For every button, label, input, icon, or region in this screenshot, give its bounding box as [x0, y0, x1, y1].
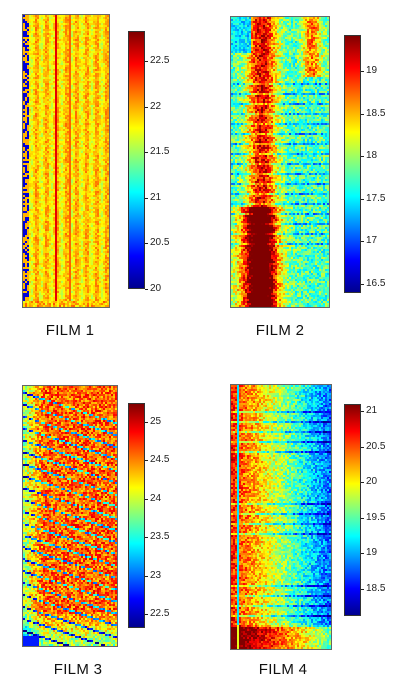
colorbar-tick-mark [145, 106, 148, 108]
film-1-caption: FILM 1 [30, 322, 110, 339]
colorbar-tick-label: 16.5 [366, 279, 385, 289]
film-1-heatmap [22, 14, 110, 308]
colorbar-tick-mark [361, 589, 364, 590]
colorbar-tick-label: 19 [366, 548, 377, 558]
colorbar-tick-mark [145, 243, 148, 244]
colorbar-tick-label: 21 [150, 192, 161, 203]
colorbar-tick-mark [361, 71, 364, 72]
colorbar-tick-mark [145, 152, 148, 153]
colorbar-tick-label: 18.5 [366, 584, 385, 594]
film-3-caption: FILM 3 [38, 661, 118, 678]
colorbar-tick-mark [361, 553, 364, 555]
colorbar-tick-label: 25 [150, 417, 161, 427]
film-3-colorbar [128, 403, 145, 628]
film-4-heatmap [230, 384, 332, 650]
colorbar-tick-mark [145, 422, 148, 423]
colorbar-tick-mark [145, 575, 148, 577]
film-2-colorbar [344, 35, 361, 293]
colorbar-tick-mark [145, 537, 148, 539]
colorbar-tick-mark [361, 113, 364, 115]
colorbar-tick-mark [145, 498, 148, 500]
film-4-caption: FILM 4 [243, 661, 323, 678]
colorbar-tick-label: 23 [150, 570, 161, 581]
colorbar-tick-label: 21 [366, 406, 377, 416]
colorbar-tick-mark [361, 241, 364, 243]
colorbar-tick-label: 22.5 [150, 56, 169, 66]
film-2-caption: FILM 2 [240, 322, 320, 339]
colorbar-tick-label: 20.5 [150, 238, 169, 248]
colorbar-tick-label: 20.5 [366, 441, 385, 452]
colorbar-tick-mark [361, 517, 364, 519]
colorbar-tick-mark [361, 482, 364, 484]
colorbar-tick-mark [361, 411, 364, 412]
film-2-heatmap [230, 16, 330, 308]
colorbar-tick-label: 18 [366, 151, 377, 161]
film-1-colorbar [128, 31, 145, 289]
colorbar-tick-label: 19.5 [366, 512, 385, 523]
colorbar-tick-mark [361, 198, 364, 200]
colorbar-tick-mark [145, 288, 148, 290]
colorbar-tick-mark [145, 61, 148, 62]
colorbar-tick-label: 19 [366, 66, 377, 76]
colorbar-tick-label: 20 [366, 477, 377, 487]
colorbar-tick-label: 18.5 [366, 108, 385, 119]
film-4-colorbar [344, 404, 361, 616]
colorbar-tick-label: 22 [150, 101, 161, 112]
colorbar-tick-label: 22.5 [150, 609, 169, 619]
colorbar-tick-mark [361, 446, 364, 448]
colorbar-tick-label: 24 [150, 493, 161, 504]
colorbar-tick-label: 21.5 [150, 147, 169, 157]
colorbar-tick-mark [145, 460, 148, 462]
colorbar-tick-label: 23.5 [150, 532, 169, 542]
colorbar-tick-mark [361, 156, 364, 158]
colorbar-tick-label: 17.5 [366, 193, 385, 204]
colorbar-tick-label: 17 [366, 236, 377, 246]
colorbar-tick-mark [145, 197, 148, 199]
film-3-heatmap [22, 385, 118, 647]
colorbar-tick-label: 20 [150, 283, 161, 294]
colorbar-tick-label: 24.5 [150, 455, 169, 465]
colorbar-tick-mark [361, 284, 364, 285]
colorbar-tick-mark [145, 614, 148, 615]
